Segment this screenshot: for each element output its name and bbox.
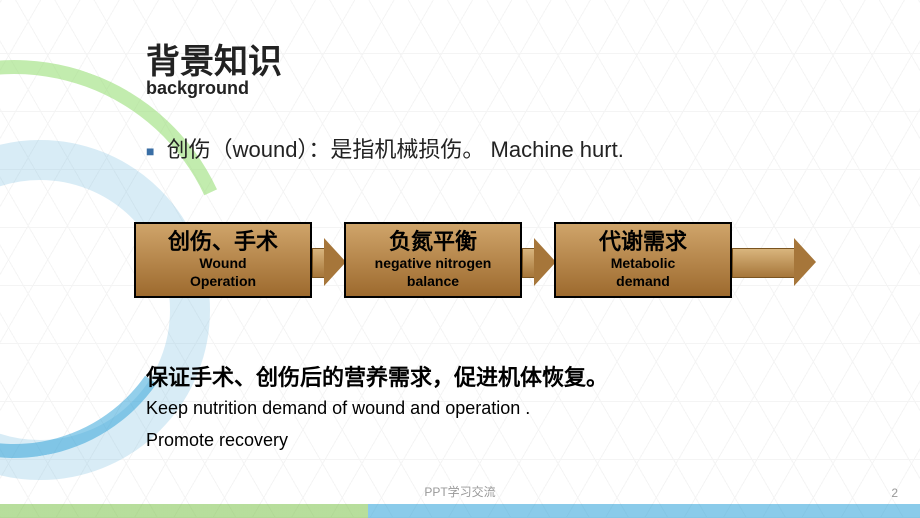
flow-box-cn: 负氮平衡 [346,230,520,254]
flow-arrow-icon [312,238,346,286]
flow-box-wound: 创伤、手术 Wound Operation [134,222,312,298]
flow-box-metabolic: 代谢需求 Metabolic demand [554,222,732,298]
title-en: background [146,78,249,99]
flow-arrow-icon [732,238,816,286]
flow-box-en: Operation [136,274,310,289]
flow-box-nitrogen: 负氮平衡 negative nitrogen balance [344,222,522,298]
page-number: 2 [891,486,898,500]
slide: 背景知识 background ■ 创伤（wound）：是指机械损伤。 Mach… [0,0,920,518]
flow-box-cn: 创伤、手术 [136,230,310,254]
title-cn: 背景知识 [146,34,282,83]
bullet-marker-icon: ■ [146,143,154,159]
statement-en2: Promote recovery [146,430,288,451]
flow-arrow-icon [522,238,556,286]
flow-box-en: balance [346,274,520,289]
flow-box-en: negative nitrogen [346,256,520,271]
flow-box-en: Metabolic [556,256,730,271]
flow-box-en: Wound [136,256,310,271]
bullet-line: ■ 创伤（wound）：是指机械损伤。 Machine hurt. [146,132,624,164]
bullet-text: 创伤（wound）：是指机械损伤。 Machine hurt. [167,137,624,162]
footer-text: PPT学习交流 [0,483,920,500]
flow-box-en: demand [556,274,730,289]
decor-bottom-band [0,504,920,518]
flow-box-cn: 代谢需求 [556,230,730,254]
statement-en1: Keep nutrition demand of wound and opera… [146,398,530,419]
statement-cn: 保证手术、创伤后的营养需求，促进机体恢复。 [146,360,608,392]
